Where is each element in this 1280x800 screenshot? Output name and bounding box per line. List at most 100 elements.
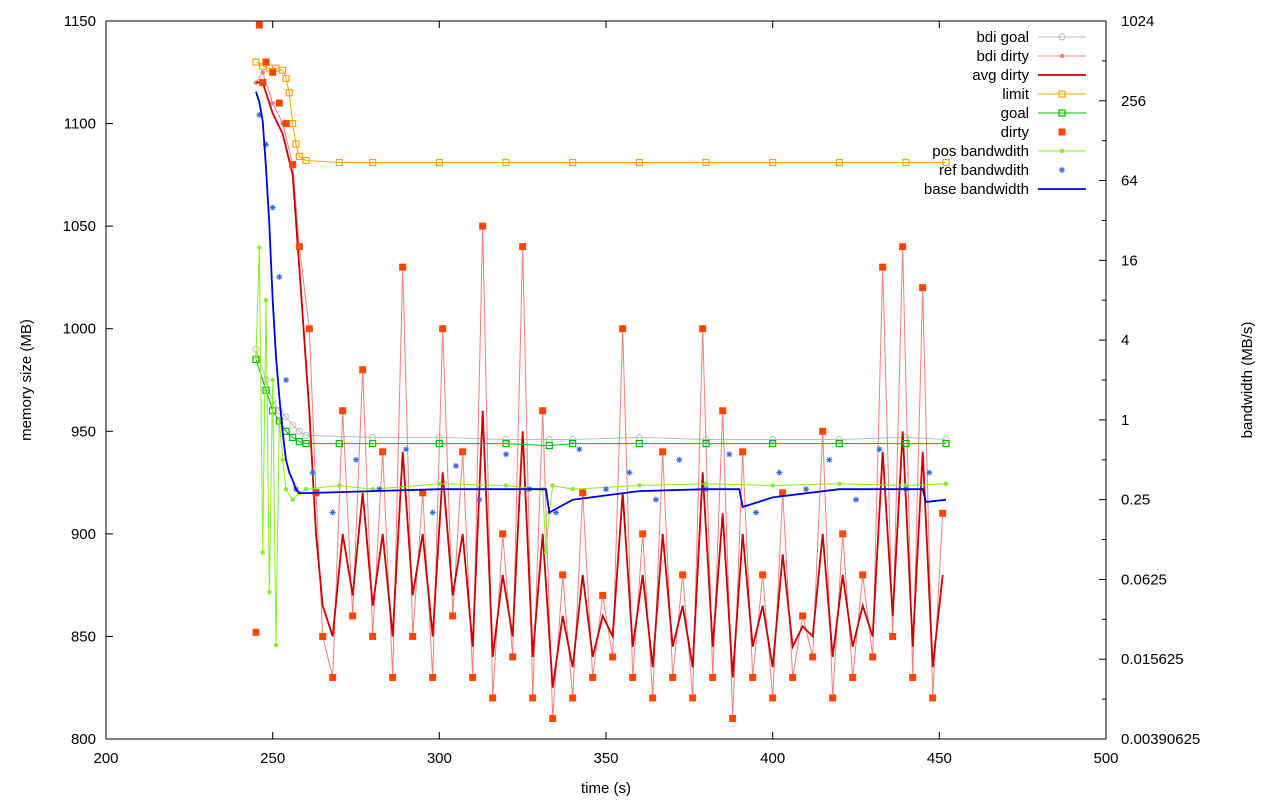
series-limit: [252, 58, 950, 167]
data-point-ref-bandwdith: [726, 451, 733, 458]
data-point-pos-bandwdith: [570, 486, 575, 492]
y-tick-label: 1050: [63, 218, 96, 235]
data-point-dirty: [569, 694, 577, 702]
data-point-dirty: [899, 243, 907, 251]
y-tick-label: 950: [71, 423, 96, 440]
data-point-ref-bandwdith: [753, 509, 759, 516]
x-tick-label: 300: [427, 750, 452, 767]
legend-swatch-marker: [1058, 128, 1066, 136]
data-point-goal: [942, 439, 950, 448]
y-axis-title: memory size (MB): [18, 319, 35, 441]
data-point-bdi-dirty: [260, 70, 265, 75]
series-line-goal: [255, 359, 946, 447]
data-point-dirty: [669, 673, 677, 681]
data-point-bdi-goal: [289, 421, 297, 429]
data-point-limit: [635, 158, 643, 167]
data-point-dirty: [589, 673, 597, 681]
data-point-goal: [835, 439, 843, 448]
data-point-dirty: [539, 407, 547, 415]
x-tick-label: 200: [93, 750, 118, 767]
series-line-base-bandwidth: [255, 91, 947, 514]
data-point-dirty: [889, 632, 897, 640]
data-point-limit: [942, 158, 950, 167]
data-point-dirty: [262, 58, 270, 66]
series-line-avg-dirty: [256, 81, 944, 688]
data-point-limit: [282, 74, 290, 83]
data-point-ref-bandwdith: [376, 486, 383, 493]
y2-tick-label: 256: [1121, 93, 1146, 110]
data-point-dirty: [295, 243, 303, 251]
data-point-limit: [769, 158, 777, 167]
series-avg-dirty: [256, 81, 944, 688]
data-point-pos-bandwdith: [543, 550, 549, 555]
data-point-dirty: [389, 673, 397, 681]
data-point-limit: [295, 152, 303, 160]
data-point-goal: [569, 439, 577, 448]
data-point-ref-bandwdith: [603, 486, 609, 493]
data-point-ref-bandwdith: [453, 462, 459, 469]
y-tick-label: 850: [71, 628, 96, 645]
legend-label: pos bandwdith: [932, 143, 1029, 160]
series-ref-bandwdith: [256, 111, 933, 516]
data-point-dirty: [629, 673, 637, 681]
data-point-dirty: [849, 673, 857, 681]
legend-label: goal: [1001, 105, 1029, 122]
data-point-dirty: [769, 694, 777, 702]
data-point-dirty: [859, 571, 867, 579]
data-point-dirty: [255, 21, 263, 29]
data-point-pos-bandwdith: [703, 481, 709, 486]
data-point-goal: [769, 439, 777, 448]
data-point-dirty: [809, 653, 817, 661]
y2-tick-label: 0.25: [1121, 492, 1150, 509]
y2-tick-label: 16: [1121, 252, 1138, 269]
data-point-dirty: [529, 694, 537, 702]
data-point-pos-bandwdith: [260, 550, 265, 555]
data-point-bdi-goal: [835, 435, 843, 443]
data-point-dirty: [252, 628, 260, 636]
legend-label: ref bandwdith: [939, 162, 1029, 179]
legend-label: base bandwidth: [924, 181, 1029, 198]
data-point-goal: [502, 439, 510, 448]
data-point-pos-bandwdith: [503, 483, 509, 488]
data-point-bdi-dirty: [270, 100, 275, 106]
series-dirty: [252, 21, 947, 722]
x-tick-label: 250: [260, 750, 285, 767]
data-point-dirty: [829, 694, 837, 702]
data-point-limit: [335, 158, 343, 167]
data-point-dirty: [439, 325, 447, 333]
data-point-limit: [289, 119, 297, 128]
data-point-dirty: [799, 612, 807, 620]
data-point-ref-bandwdith: [476, 496, 483, 503]
series-bdi-dirty: [253, 70, 945, 721]
legend-swatch-marker: [1059, 167, 1065, 173]
data-point-ref-bandwdith: [329, 509, 336, 516]
series-goal: [252, 355, 950, 450]
legend: bdi goal bdi dirty avg dirty limit goal dirty…: [924, 29, 1086, 198]
data-point-bdi-goal: [275, 407, 283, 415]
data-point-dirty: [739, 448, 747, 456]
data-point-dirty: [519, 243, 527, 251]
data-point-dirty: [789, 673, 797, 681]
data-point-ref-bandwdith: [353, 456, 359, 463]
data-point-pos-bandwdith: [770, 483, 775, 488]
data-point-limit: [252, 58, 260, 66]
data-point-limit: [302, 156, 310, 165]
data-point-pos-bandwdith: [550, 483, 555, 488]
data-point-goal: [545, 442, 553, 450]
data-point-pos-bandwdith: [303, 486, 309, 492]
data-point-dirty: [879, 263, 887, 271]
y-tick-label: 1100: [64, 116, 96, 133]
data-point-ref-bandwdith: [276, 273, 283, 280]
data-point-dirty: [609, 653, 617, 661]
data-point-dirty: [319, 632, 327, 640]
data-point-dirty: [489, 694, 497, 702]
data-point-pos-bandwdith: [903, 483, 909, 488]
data-point-dirty: [869, 653, 877, 661]
series-bdi-goal: [252, 345, 950, 443]
data-point-goal: [302, 439, 310, 448]
x-tick-label: 400: [760, 750, 785, 767]
legend-swatch-marker: [1058, 90, 1066, 98]
legend-label: bdi goal: [976, 29, 1029, 46]
data-point-ref-bandwdith: [256, 111, 263, 118]
data-point-limit: [569, 158, 577, 167]
